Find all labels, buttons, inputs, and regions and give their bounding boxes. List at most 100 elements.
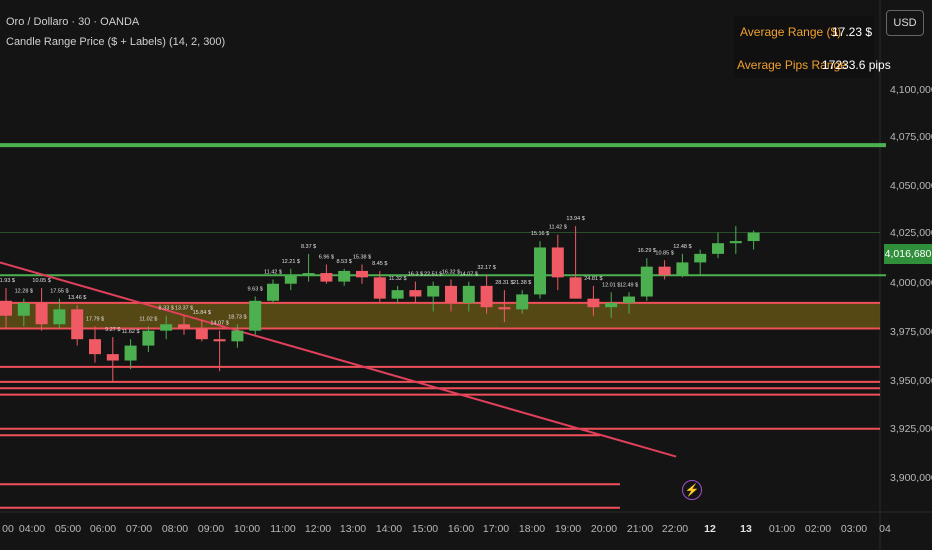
range-label: 11.42 $ xyxy=(264,269,282,275)
x-tick: 20:00 xyxy=(590,523,618,535)
range-label: 9.27 $ xyxy=(105,327,120,333)
candle-body xyxy=(694,253,707,263)
x-tick: 07:00 xyxy=(125,523,153,535)
x-tick: 21:00 xyxy=(626,523,654,535)
range-label: 10.85 $ xyxy=(655,250,673,256)
candle-body xyxy=(623,296,635,303)
candle-body xyxy=(71,309,84,340)
range-label: 15.84 $ xyxy=(193,310,211,316)
candle-body xyxy=(124,345,137,361)
candle-body xyxy=(320,273,333,282)
range-label: 13.37 $ xyxy=(175,306,193,312)
lightning-icon[interactable]: ⚡ xyxy=(682,480,702,500)
x-tick: 04:00 xyxy=(18,523,46,535)
y-tick: 4,025,000 xyxy=(890,227,932,239)
range-label: 9.63 $ xyxy=(248,287,263,293)
y-tick: 4,050,000 xyxy=(890,180,932,192)
range-label: 14.07 $ xyxy=(460,272,478,278)
candle-body xyxy=(445,285,457,303)
candle-body xyxy=(462,285,475,303)
range-label: 8.53 $ xyxy=(337,259,352,265)
avg-range-label: Average Range ($) xyxy=(740,25,842,39)
x-tick: 15:00 xyxy=(411,523,439,535)
candle-body xyxy=(658,266,671,276)
candle-body xyxy=(231,330,244,342)
y-tick: 3,975,000 xyxy=(890,326,932,338)
range-label: 11.42 $ xyxy=(549,225,567,231)
range-label: 11.02 $ xyxy=(139,316,157,322)
candle-body xyxy=(747,232,760,242)
x-tick: 16:00 xyxy=(447,523,475,535)
candle-body xyxy=(284,275,297,284)
stats-table: Average Range ($) 17.23 $ Average Pips R… xyxy=(734,16,891,78)
x-tick: 00 xyxy=(2,523,14,535)
candle-body xyxy=(160,324,173,331)
x-tick: 14:00 xyxy=(375,523,403,535)
range-label: 16.29 $ xyxy=(638,248,656,254)
candle-body xyxy=(53,309,66,325)
y-tick: 3,900,000 xyxy=(890,472,932,484)
currency-button[interactable]: USD xyxy=(886,10,924,36)
range-label: 11.62 $ xyxy=(122,329,140,335)
x-tick: 05:00 xyxy=(54,523,82,535)
candle-body xyxy=(89,339,101,355)
x-tick: 10:00 xyxy=(233,523,261,535)
candle-body xyxy=(427,285,440,297)
range-label: 11.32 $ xyxy=(389,276,407,282)
x-tick: 13:00 xyxy=(339,523,367,535)
range-label: 12.48 $ xyxy=(673,244,691,250)
candle-body xyxy=(712,243,724,254)
range-label: 17.55 $ xyxy=(50,289,68,295)
x-tick: 11:00 xyxy=(270,523,296,535)
y-tick: 3,925,000 xyxy=(890,423,932,435)
candle-body xyxy=(142,330,155,346)
candle-body xyxy=(302,273,315,276)
range-label: 28.31 $ xyxy=(495,280,513,286)
x-tick: 12:00 xyxy=(304,523,332,535)
candle-body xyxy=(676,262,689,276)
range-label: 12.28 $ xyxy=(15,289,33,295)
range-label: 12.01 $ xyxy=(602,282,620,288)
candle-body xyxy=(551,247,564,278)
x-tick: 18:00 xyxy=(518,523,546,535)
x-tick: 03:00 xyxy=(840,523,868,535)
y-tick: 3,950,000 xyxy=(890,375,932,387)
candle-body xyxy=(516,294,529,310)
x-tick: 06:00 xyxy=(89,523,117,535)
range-label: 11.93 $ xyxy=(0,278,15,284)
range-label: 8.37 $ xyxy=(301,244,316,250)
range-label: 6.96 $ xyxy=(319,255,334,261)
x-tick: 04 xyxy=(879,523,891,535)
last-price-tag: 4,016,680 xyxy=(884,244,932,264)
x-tick: 02:00 xyxy=(804,523,832,535)
range-zone xyxy=(0,302,880,329)
x-tick: 13 xyxy=(740,523,752,535)
candle-body xyxy=(373,277,386,299)
range-label: 24.81 $ xyxy=(584,276,602,282)
x-tick: 17:00 xyxy=(482,523,510,535)
avg-pips-label: Average Pips Range xyxy=(737,58,847,72)
candle-body xyxy=(569,277,582,299)
indicator-label[interactable]: Candle Range Price ($ + Labels) (14, 2, … xyxy=(6,36,226,48)
range-label: 13.94 $ xyxy=(566,216,584,222)
candle-body xyxy=(106,354,119,361)
avg-range-value: 17.23 $ xyxy=(832,25,873,39)
x-tick: 01:00 xyxy=(768,523,796,535)
x-tick: 08:00 xyxy=(161,523,189,535)
avg-pips-value: 17233.6 pips xyxy=(822,58,891,72)
candle-body xyxy=(587,298,600,308)
candle-body xyxy=(338,270,351,282)
candle-body xyxy=(480,285,493,308)
range-label: 14.07 $ xyxy=(210,321,228,327)
candle-body xyxy=(35,302,48,325)
range-label: 21.38 $ xyxy=(513,280,531,286)
symbol-title[interactable]: Oro / Dollaro · 30 · OANDA xyxy=(6,16,140,28)
range-label: 8.45 $ xyxy=(372,261,387,267)
range-label: 12.49 $ xyxy=(620,282,638,288)
trend-line xyxy=(0,261,677,458)
range-label: 8.33 $ xyxy=(159,306,174,312)
candle-body xyxy=(605,302,618,308)
x-tick: 19:00 xyxy=(554,523,582,535)
candle-body xyxy=(249,300,262,331)
